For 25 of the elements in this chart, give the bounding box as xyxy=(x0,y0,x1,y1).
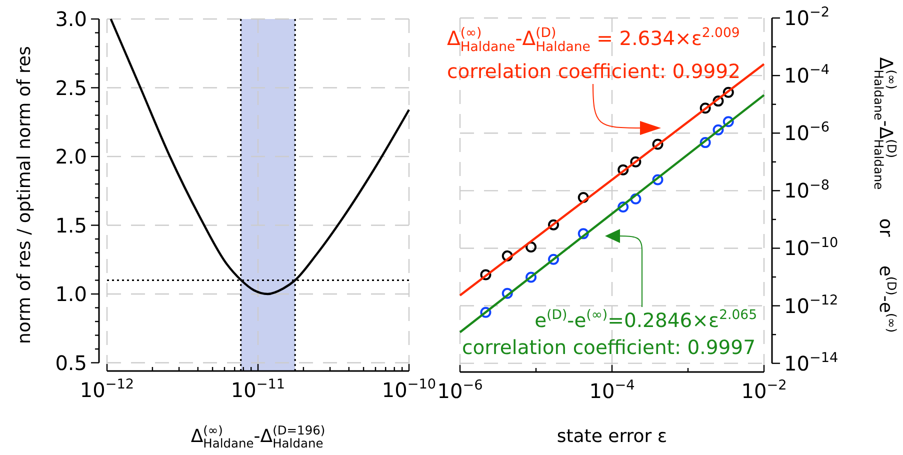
y-tick-label: 3.0 xyxy=(55,7,87,31)
y-tick-label: 2.5 xyxy=(55,76,87,100)
y-tick-label: 10$^{−10}$ xyxy=(784,234,838,260)
y-tick-label: 10$^{−4}$ xyxy=(784,62,830,88)
y-tick-label: 10$^{−12}$ xyxy=(784,292,838,318)
annotation: e$^{(D)}$-e$^{(∞)}$=0.2846×ε$^{2.065}$ xyxy=(534,308,757,332)
x-tick-label: 10$^{−12}$ xyxy=(80,376,134,402)
y-tick-label: 10$^{−2}$ xyxy=(784,4,830,30)
y-tick-label: 2.0 xyxy=(55,144,87,168)
x-tick-label: 10$^{−4}$ xyxy=(589,378,635,403)
x-tick-label: 10$^{−10}$ xyxy=(382,376,436,402)
annotation: correlation coefficient: 0.9997 xyxy=(462,336,756,359)
x-tick-label: 10$^{−6}$ xyxy=(437,378,483,403)
y-tick-label: 1.0 xyxy=(55,282,87,306)
y-tick-label: 1.5 xyxy=(55,213,87,238)
x-axis-title: state error ε xyxy=(556,426,668,447)
y-tick-label: 10$^{−8}$ xyxy=(784,177,830,203)
x-tick-label: 10$^{−2}$ xyxy=(741,378,787,403)
annotation: Δ$^{(∞)}$$_{Haldane}$-Δ$^{(D)}$$_{Haldane}$ = 2.634×ε$^{2.009}$ xyxy=(447,26,740,55)
y-tick-label: 10$^{−14}$ xyxy=(784,350,838,376)
x-tick-label: 10$^{−11}$ xyxy=(230,376,286,402)
y-tick-label: 10$^{−6}$ xyxy=(784,120,830,146)
annotation: correlation coefficient: 0.9992 xyxy=(447,60,740,83)
y-axis-title: norm of res / optimal norm of res xyxy=(14,46,35,344)
y-tick-label: 0.5 xyxy=(55,350,87,375)
